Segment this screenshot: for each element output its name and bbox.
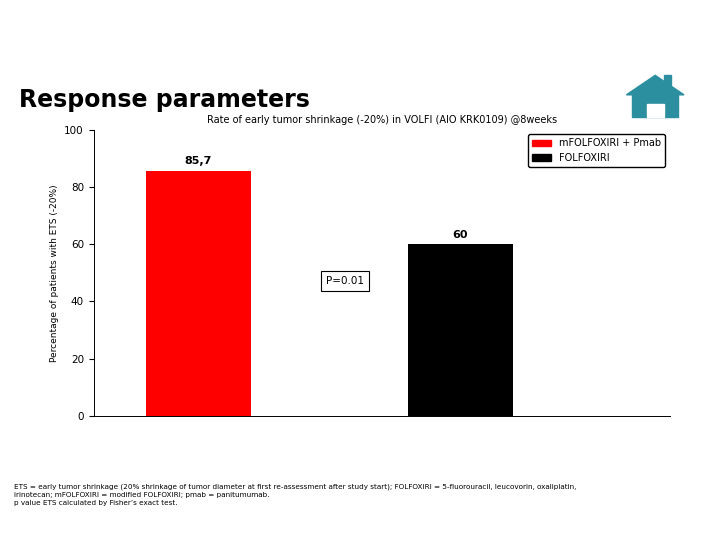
Bar [408,244,513,416]
Text: Response parameters: Response parameters [19,88,310,112]
Bar [664,75,671,85]
Legend: mFOLFOXIRI + Pmab, FOLFOXIRI: mFOLFOXIRI + Pmab, FOLFOXIRI [528,134,665,167]
Y-axis label: Percentage of patients with ETS (-20%): Percentage of patients with ETS (-20%) [50,184,59,361]
Text: 60: 60 [452,230,468,240]
Polygon shape [626,75,684,95]
Title: Rate of early tumor shrinkage (-20%) in VOLFI (AIO KRK0109) @8weeks: Rate of early tumor shrinkage (-20%) in … [207,114,557,125]
Bar [146,171,251,416]
Bar [647,104,664,117]
Text: 85,7: 85,7 [184,156,212,166]
Text: P=0.01: P=0.01 [326,276,364,286]
Text: Modest DP, et al. Tumor dynamics with fluorouracil/folinic acid, irinotecan and : Modest DP, et al. Tumor dynamics with fl… [33,16,687,49]
Text: ETS = early tumor shrinkage (20% shrinkage of tumor diameter at first re-assessm: ETS = early tumor shrinkage (20% shrinka… [14,483,577,506]
Bar [632,94,678,117]
